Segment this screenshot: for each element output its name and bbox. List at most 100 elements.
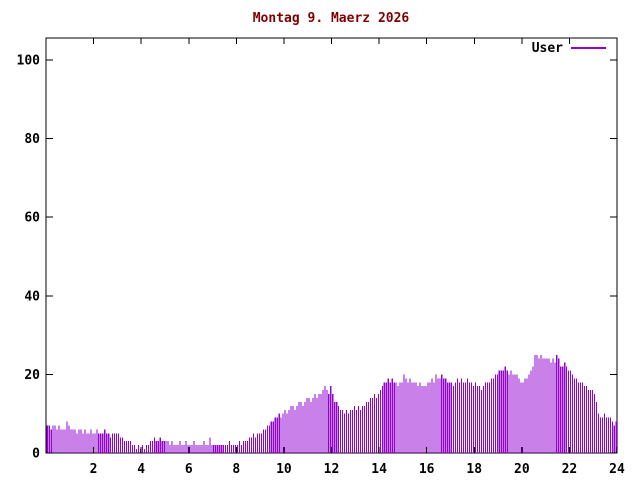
bar bbox=[118, 433, 120, 453]
bar bbox=[467, 378, 469, 453]
bar bbox=[585, 386, 588, 453]
bar bbox=[300, 401, 302, 453]
y-tick-label: 20 bbox=[24, 368, 40, 383]
bar bbox=[145, 445, 147, 453]
bar bbox=[578, 382, 580, 453]
y-tick-label: 80 bbox=[24, 132, 40, 147]
bar bbox=[391, 378, 393, 453]
bar bbox=[459, 382, 461, 453]
bar bbox=[183, 445, 185, 453]
bar bbox=[233, 445, 235, 453]
bar bbox=[207, 445, 209, 453]
bar bbox=[429, 382, 431, 453]
bar bbox=[262, 429, 264, 453]
x-tick-label: 20 bbox=[514, 462, 530, 477]
bar bbox=[250, 437, 252, 453]
bar bbox=[137, 445, 139, 453]
ticks-layer bbox=[46, 38, 618, 454]
bar bbox=[609, 417, 611, 453]
bar bbox=[185, 441, 187, 453]
bar bbox=[163, 441, 165, 453]
bar bbox=[298, 401, 300, 453]
bar bbox=[80, 429, 82, 453]
bar bbox=[546, 358, 548, 453]
bar bbox=[46, 425, 48, 453]
x-tick-label: 14 bbox=[371, 462, 387, 477]
bar bbox=[179, 441, 181, 453]
bar bbox=[171, 441, 173, 453]
bar bbox=[395, 382, 397, 453]
bar bbox=[260, 433, 262, 453]
bar bbox=[153, 437, 155, 453]
bar bbox=[401, 382, 403, 453]
x-tick-label: 8 bbox=[232, 462, 240, 477]
bar bbox=[326, 390, 328, 453]
bar bbox=[320, 394, 322, 453]
bar bbox=[526, 378, 528, 453]
bar bbox=[379, 390, 381, 453]
bar bbox=[421, 386, 423, 453]
bar bbox=[520, 382, 522, 453]
bar bbox=[84, 429, 86, 453]
legend-label: User bbox=[532, 41, 563, 56]
bar bbox=[542, 358, 544, 453]
bar bbox=[574, 378, 576, 453]
bar bbox=[591, 390, 594, 453]
bar bbox=[496, 374, 498, 453]
bar bbox=[437, 378, 439, 453]
bar bbox=[90, 429, 92, 453]
bar bbox=[229, 441, 231, 453]
bar bbox=[169, 445, 171, 453]
bar bbox=[514, 374, 516, 453]
bar bbox=[611, 421, 613, 453]
bar bbox=[244, 441, 247, 453]
bar bbox=[524, 378, 526, 453]
bar bbox=[201, 445, 203, 453]
bar bbox=[157, 441, 159, 453]
bar bbox=[231, 445, 233, 453]
bar bbox=[74, 429, 76, 453]
bar bbox=[342, 409, 344, 453]
bar bbox=[76, 433, 78, 453]
bar bbox=[314, 394, 316, 453]
bar bbox=[110, 437, 112, 453]
bar bbox=[582, 382, 584, 453]
bar bbox=[240, 445, 243, 453]
bar bbox=[455, 382, 457, 453]
bar bbox=[369, 397, 371, 453]
bar bbox=[92, 433, 94, 453]
bar bbox=[312, 397, 314, 453]
bar bbox=[346, 409, 348, 453]
bar bbox=[599, 417, 601, 453]
bar bbox=[248, 437, 251, 453]
bar bbox=[239, 441, 241, 453]
bar bbox=[522, 382, 524, 453]
bar bbox=[532, 366, 534, 453]
bar bbox=[593, 394, 595, 453]
bar bbox=[296, 405, 298, 453]
bar bbox=[419, 382, 421, 453]
bar bbox=[330, 386, 332, 453]
bar bbox=[254, 437, 256, 453]
bar bbox=[70, 429, 72, 453]
bar bbox=[476, 386, 479, 453]
bar bbox=[68, 425, 70, 453]
bar bbox=[284, 409, 286, 453]
bar bbox=[589, 390, 592, 453]
bar bbox=[54, 425, 56, 453]
bar bbox=[385, 382, 387, 453]
bar bbox=[147, 445, 149, 453]
bar bbox=[94, 433, 96, 453]
bar bbox=[530, 370, 532, 453]
bar bbox=[141, 445, 143, 453]
bar bbox=[86, 433, 88, 453]
bar bbox=[583, 386, 586, 453]
bar bbox=[264, 429, 266, 453]
bar bbox=[550, 362, 552, 453]
x-tick-label: 16 bbox=[419, 462, 435, 477]
bar bbox=[457, 378, 459, 453]
bar bbox=[258, 433, 260, 453]
bar bbox=[143, 449, 145, 453]
bar bbox=[601, 417, 603, 453]
